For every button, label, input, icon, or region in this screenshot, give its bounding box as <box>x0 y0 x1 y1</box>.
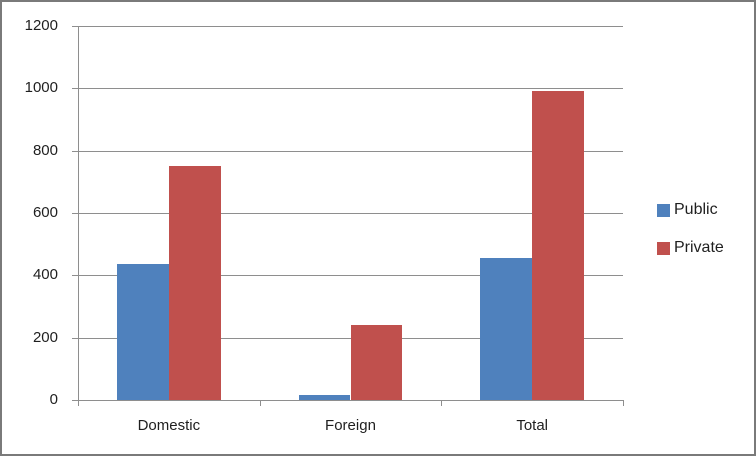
y-tick-1200 <box>72 26 78 27</box>
y-tick-label-400: 400 <box>32 266 58 284</box>
category-label-total: Total <box>516 417 548 434</box>
y-tick-1000 <box>72 88 78 90</box>
y-tick-label-0: 0 <box>49 391 58 408</box>
legend-item-private: Private <box>657 239 724 256</box>
y-tick-800 <box>72 150 78 152</box>
x-tick-0 <box>78 400 79 406</box>
legend-item-public: Public <box>657 201 724 218</box>
gridline-400 <box>78 275 623 277</box>
x-tick-1 <box>259 400 261 406</box>
y-tick-label-600: 600 <box>32 204 58 221</box>
legend-label-private: Private <box>674 239 724 256</box>
gridline-600 <box>78 213 623 214</box>
bar-private-domestic <box>168 166 221 400</box>
y-tick-200 <box>72 337 78 339</box>
gridline-1200 <box>78 26 623 27</box>
bar-public-total <box>480 258 533 400</box>
bar-private-total <box>532 91 585 400</box>
x-tick-3 <box>623 400 624 406</box>
y-tick-label-1000: 1000 <box>24 79 58 97</box>
y-tick-label-1200: 1200 <box>24 17 58 34</box>
gridline-800 <box>78 150 623 152</box>
x-tick-2 <box>441 400 443 406</box>
bar-private-foreign <box>350 325 403 400</box>
bar-public-domestic <box>116 264 169 400</box>
y-tick-label-200: 200 <box>32 328 58 346</box>
y-tick-600 <box>72 213 78 214</box>
y-tick-0 <box>72 400 78 401</box>
legend: Public Private <box>657 201 724 278</box>
legend-swatch-public <box>657 203 670 217</box>
legend-label-public: Public <box>674 201 718 218</box>
y-axis-line <box>78 26 79 406</box>
x-axis-line <box>78 400 623 401</box>
legend-swatch-private <box>657 241 670 255</box>
category-label-domestic: Domestic <box>137 417 201 434</box>
y-tick-400 <box>72 275 78 277</box>
gridline-1000 <box>78 88 623 90</box>
bar-public-foreign <box>298 395 351 400</box>
y-tick-label-800: 800 <box>32 141 58 159</box>
category-label-foreign: Foreign <box>325 417 376 434</box>
